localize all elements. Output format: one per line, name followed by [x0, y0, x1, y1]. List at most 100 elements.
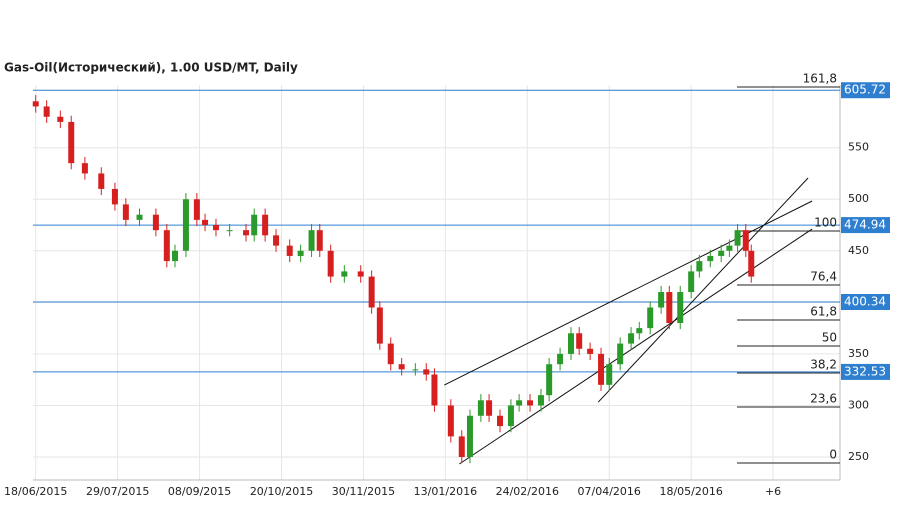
- candle-body: [718, 250, 725, 256]
- trend-line: [444, 200, 813, 386]
- y-tick-label: 250: [848, 450, 869, 463]
- price-level-box: [841, 293, 890, 310]
- candle-body: [688, 271, 695, 293]
- candle-body: [516, 400, 523, 406]
- candle-body: [617, 343, 624, 365]
- candle-body: [412, 369, 419, 371]
- x-tick-label: 29/07/2015: [86, 485, 149, 498]
- x-tick-label: 13/01/2016: [414, 485, 477, 498]
- fib-label: 23,6: [810, 392, 837, 406]
- price-level-box: [841, 82, 890, 99]
- candle-body: [677, 292, 684, 323]
- candle-body: [398, 364, 405, 370]
- candle-body: [447, 405, 454, 437]
- candle-body: [212, 225, 219, 231]
- x-tick-label: 18/06/2015: [4, 485, 67, 498]
- candle-body: [98, 173, 105, 189]
- candle-body: [152, 214, 159, 231]
- price-level-box: [841, 217, 890, 234]
- y-tick-label: 450: [848, 244, 869, 257]
- candle-body: [576, 333, 583, 349]
- candle-body: [341, 271, 348, 277]
- candle-body: [193, 199, 200, 220]
- candle-body: [696, 261, 703, 272]
- candle-body: [262, 214, 269, 236]
- candle-body: [387, 343, 394, 365]
- candle-body: [726, 245, 733, 251]
- y-tick-label: 550: [848, 141, 869, 154]
- candle-body: [742, 230, 749, 251]
- x-tick-label: 24/02/2016: [496, 485, 559, 498]
- y-tick-label: 500: [848, 192, 869, 205]
- x-tick-label: 30/11/2015: [332, 485, 395, 498]
- candle-body: [57, 116, 64, 122]
- x-tick-label: 20/10/2015: [250, 485, 313, 498]
- candle-body: [243, 230, 250, 236]
- candle-body: [466, 415, 473, 458]
- candle-body: [748, 250, 755, 277]
- trend-line: [459, 228, 813, 465]
- candle-body: [81, 163, 88, 174]
- candle-body: [734, 230, 741, 246]
- candle-body: [111, 188, 118, 205]
- candle-body: [546, 364, 553, 396]
- fib-label: 38,2: [810, 357, 837, 371]
- fib-label: 100: [814, 215, 837, 229]
- fib-label: 161,8: [803, 71, 837, 85]
- candle-body: [628, 333, 635, 344]
- x-tick-label: 07/04/2016: [578, 485, 641, 498]
- candle-body: [273, 235, 280, 246]
- candle-body: [707, 255, 714, 262]
- candle-body: [598, 353, 605, 385]
- candle-body: [658, 292, 665, 308]
- candle-body: [568, 333, 574, 354]
- price-level-label: 605.72: [844, 83, 886, 97]
- price-level-label: 474.94: [844, 218, 886, 232]
- candle-body: [202, 219, 209, 226]
- candle-body: [537, 395, 544, 406]
- y-tick-label: 300: [848, 398, 869, 411]
- candle-body: [557, 353, 564, 365]
- y-tick-label: 350: [848, 347, 869, 360]
- trend-line: [597, 177, 809, 403]
- fib-label: 61,8: [810, 304, 837, 318]
- price-level-box: [841, 363, 890, 380]
- candle-body: [308, 230, 315, 251]
- candle-body: [122, 204, 129, 220]
- candle-body: [32, 101, 39, 107]
- candle-body: [477, 400, 484, 416]
- candle-body: [647, 307, 654, 329]
- candle-body: [163, 230, 170, 262]
- candle-body: [527, 400, 534, 406]
- candle-body: [431, 374, 438, 406]
- candle-body: [316, 230, 323, 251]
- candle-body: [666, 292, 673, 323]
- candle-body: [486, 400, 493, 416]
- candle-body: [182, 199, 189, 251]
- fib-label: 50: [822, 330, 837, 344]
- candle-body: [68, 121, 75, 164]
- chart-title: Gas-Oil(Исторический), 1.00 USD/MT, Dail…: [4, 61, 298, 75]
- x-tick-label: 18/05/2016: [659, 485, 722, 498]
- candle-body: [458, 436, 465, 458]
- candle-body: [606, 364, 613, 385]
- candle-body: [423, 369, 430, 375]
- candle-body: [136, 214, 143, 220]
- candle-body: [251, 214, 258, 236]
- price-level-label: 332.53: [844, 364, 886, 378]
- candle-body: [297, 250, 304, 256]
- candle-body: [368, 276, 375, 308]
- x-tick-label: 08/09/2015: [168, 485, 231, 498]
- candle-body: [587, 348, 594, 354]
- candle-body: [43, 106, 50, 117]
- candle-body: [226, 230, 233, 232]
- candle-body: [327, 250, 334, 277]
- x-tick-label: +6: [765, 485, 781, 498]
- fib-label: 0: [829, 447, 837, 461]
- candle-body: [376, 307, 383, 344]
- candle-body: [636, 328, 643, 334]
- candle-body: [286, 245, 293, 256]
- candle-body: [357, 271, 364, 277]
- candle-body: [507, 405, 514, 427]
